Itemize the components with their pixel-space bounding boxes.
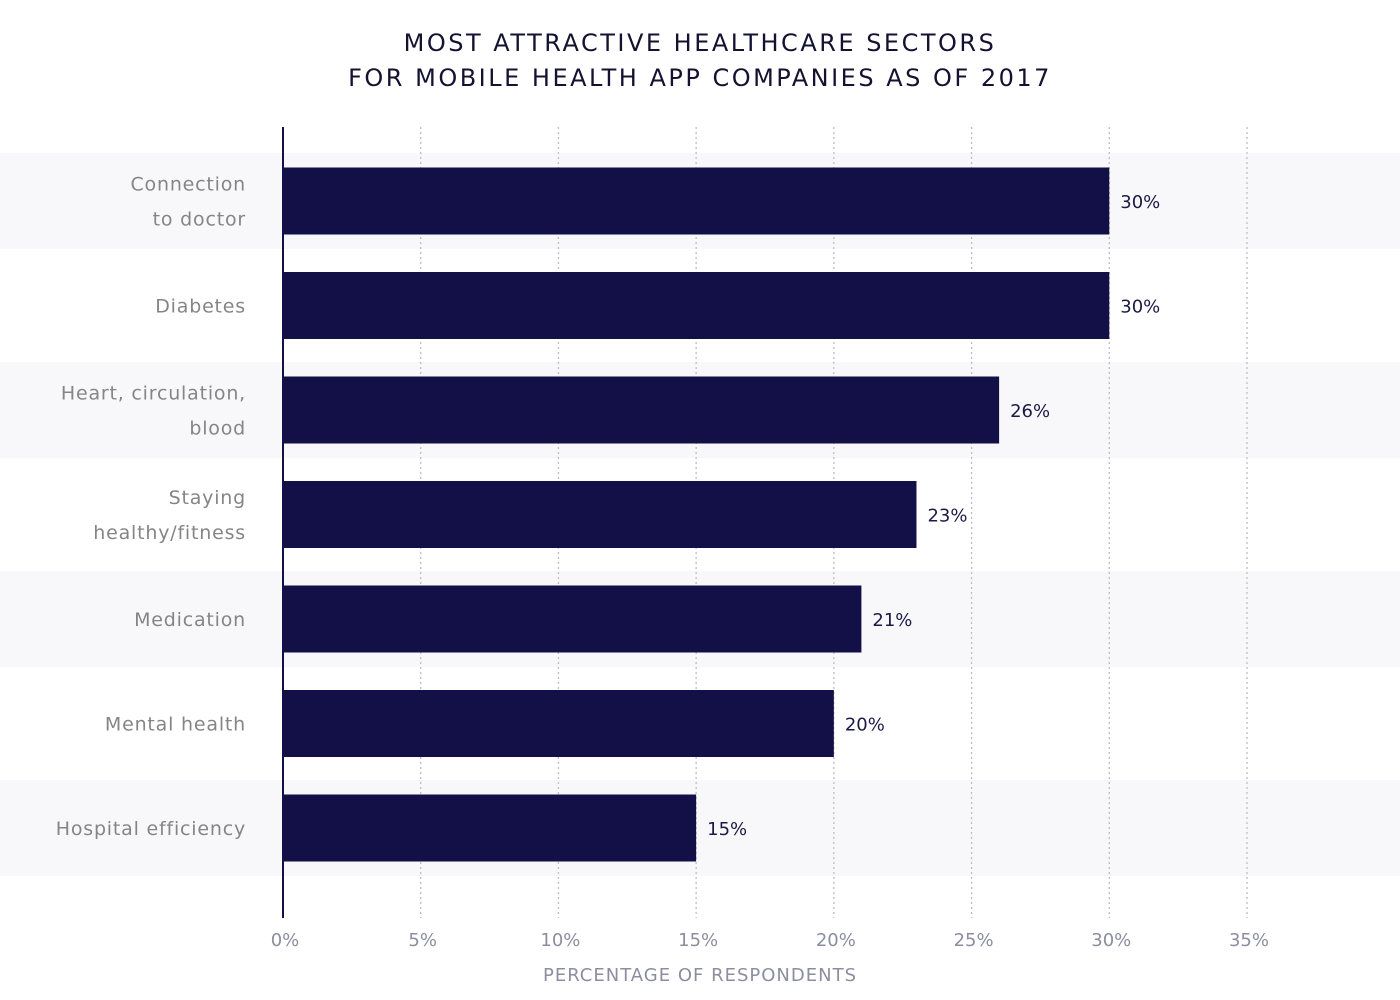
bar-value-label: 26% bbox=[1010, 401, 1050, 422]
x-tick-label: 35% bbox=[1229, 930, 1269, 951]
category-label: Connection to doctor bbox=[130, 174, 246, 231]
x-tick-label: 5% bbox=[408, 930, 437, 951]
chart-title-line-2: FOR MOBILE HEALTH APP COMPANIES AS OF 20… bbox=[348, 64, 1052, 92]
bar-value-label: 30% bbox=[1120, 297, 1160, 318]
x-tick-label: 15% bbox=[678, 930, 718, 951]
bar bbox=[283, 794, 697, 862]
x-tick-label: 0% bbox=[271, 930, 300, 951]
category-label: Heart, circulation, blood bbox=[61, 383, 246, 440]
category-label: Mental health bbox=[105, 714, 246, 736]
chart-title: MOST ATTRACTIVE HEALTHCARE SECTORS FOR M… bbox=[0, 26, 1400, 96]
bar-value-label: 15% bbox=[707, 819, 747, 840]
bar bbox=[283, 376, 1000, 444]
bar bbox=[283, 167, 1110, 235]
x-tick-label: 25% bbox=[954, 930, 994, 951]
category-label: Medication bbox=[134, 609, 246, 631]
category-label: Hospital efficiency bbox=[56, 818, 246, 840]
bar-value-label: 23% bbox=[927, 506, 967, 527]
bar bbox=[283, 272, 1110, 339]
category-label: Staying healthy/fitness bbox=[93, 487, 246, 544]
bar bbox=[283, 690, 834, 757]
x-tick-label: 10% bbox=[540, 930, 580, 951]
bar-value-label: 30% bbox=[1120, 192, 1160, 213]
x-tick-label: 30% bbox=[1091, 930, 1131, 951]
category-label: Diabetes bbox=[155, 296, 246, 318]
row-band bbox=[0, 780, 1400, 876]
bar bbox=[283, 585, 862, 653]
x-axis-title: PERCENTAGE OF RESPONDENTS bbox=[543, 965, 857, 986]
chart-title-line-1: MOST ATTRACTIVE HEALTHCARE SECTORS bbox=[403, 29, 997, 57]
x-tick-label: 20% bbox=[816, 930, 856, 951]
bar-value-label: 20% bbox=[845, 715, 885, 736]
bar-value-label: 21% bbox=[872, 610, 912, 631]
bar bbox=[283, 481, 917, 548]
